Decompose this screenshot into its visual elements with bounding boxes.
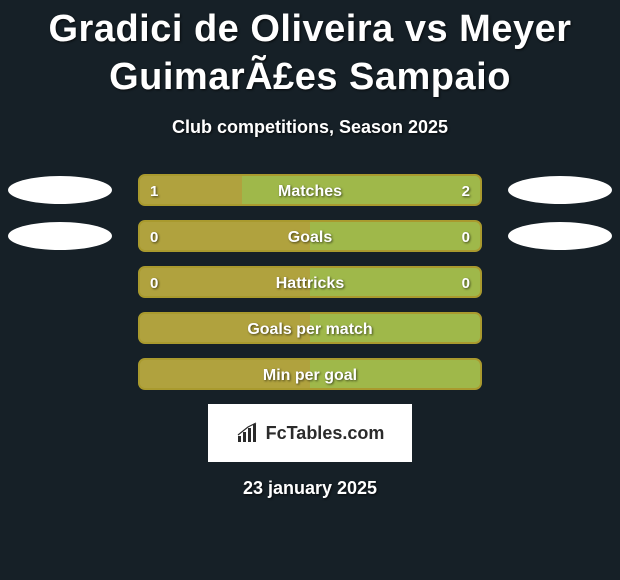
player-b-marker — [508, 176, 612, 204]
comparison-row: Goals0 0 — [0, 220, 620, 252]
player-a-marker — [8, 222, 112, 250]
stat-label: Hattricks — [140, 268, 480, 298]
stat-label: Goals per match — [140, 314, 480, 344]
player-b-marker — [508, 222, 612, 250]
comparison-chart: Matches12Goals00Hattricks00Goals per mat… — [0, 174, 620, 390]
site-name: FcTables.com — [266, 423, 385, 444]
comparison-row: Goals per match — [0, 312, 620, 344]
comparison-row: Hattricks0 0 — [0, 266, 620, 298]
stat-bar: Hattricks0 0 — [138, 266, 482, 298]
page-title: Gradici de Oliveira vs Meyer GuimarÃ£es … — [0, 0, 620, 101]
stat-value-left: 0 — [150, 268, 158, 298]
date-label: 23 january 2025 — [0, 478, 620, 499]
comparison-row: Min per goal — [0, 358, 620, 390]
stat-value-left: 0 — [150, 222, 158, 252]
stat-label: Goals — [140, 222, 480, 252]
stat-bar: Matches1 2 — [138, 174, 482, 206]
stat-bar: Goals0 0 — [138, 220, 482, 252]
stat-value-right: 2 — [462, 176, 470, 206]
stat-label: Min per goal — [140, 360, 480, 390]
stat-bar: Goals per match — [138, 312, 482, 344]
stat-bar: Min per goal — [138, 358, 482, 390]
chart-icon — [236, 422, 262, 444]
stat-label: Matches — [140, 176, 480, 206]
player-a-marker — [8, 176, 112, 204]
stat-value-left: 1 — [150, 176, 158, 206]
stat-value-right: 0 — [462, 268, 470, 298]
subtitle: Club competitions, Season 2025 — [0, 117, 620, 138]
comparison-row: Matches1 2 — [0, 174, 620, 206]
site-badge: FcTables.com — [208, 404, 412, 462]
stat-value-right: 0 — [462, 222, 470, 252]
